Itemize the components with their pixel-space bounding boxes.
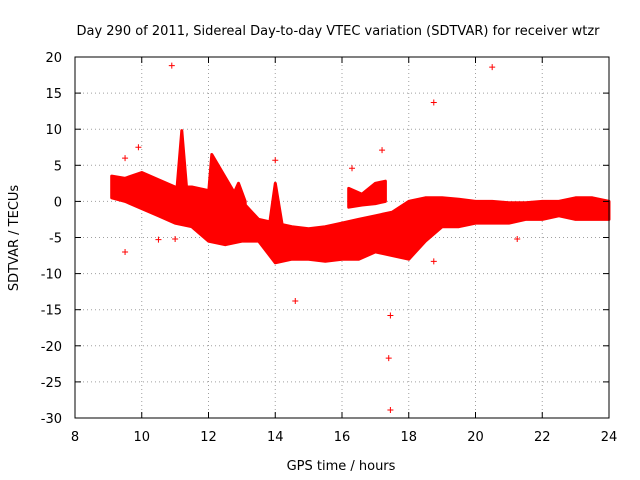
data-band-island-17 [347,179,387,209]
data-band-spike-13 [230,181,247,218]
y-tick-label: 20 [45,51,62,66]
outlier-point [155,236,162,243]
outlier-point [514,235,521,242]
data-band-spike-11 [175,129,189,211]
outlier-point [172,235,179,242]
outlier-point [122,155,129,162]
x-tick-label: 14 [267,430,284,445]
outlier-point [122,248,129,255]
x-tick-label: 18 [400,430,417,445]
outlier-point [272,157,279,164]
outlier-point [168,62,175,69]
x-axis-label: GPS time / hours [287,459,396,474]
outlier-point [430,258,437,265]
outlier-layer [122,62,521,414]
y-tick-label: -20 [41,340,62,355]
x-tick-label: 8 [71,430,79,445]
x-tick-label: 22 [534,430,551,445]
y-axis-label: SDTVAR / TECUs [7,185,22,292]
y-tick-label: 15 [45,87,62,102]
outlier-point [385,355,392,362]
tick-layer: 8 10 12 14 16 18 20 22 24 -30 -25 -20 -15 -10 -5 0 5 10 15… [41,51,618,445]
y-tick-label: -5 [49,232,62,247]
outlier-point [430,99,437,106]
outlier-point [135,144,142,151]
y-tick-label: -25 [41,376,62,391]
outlier-point [387,407,394,414]
y-tick-label: -30 [41,412,62,427]
outlier-point [292,298,299,305]
x-tick-label: 10 [133,430,150,445]
outlier-point [387,312,394,319]
outlier-point [349,165,356,172]
y-tick-label: 10 [45,123,62,138]
x-tick-label: 20 [467,430,484,445]
outlier-point [489,64,496,71]
y-tick-label: -10 [41,268,62,283]
chart-title: Day 290 of 2011, Sidereal Day-to-day VTE… [76,24,600,39]
x-tick-label: 24 [601,430,618,445]
y-tick-label: 5 [54,159,62,174]
data-band-spike-14 [268,181,284,239]
data-layer [110,129,611,265]
outlier-point [379,147,386,154]
y-tick-label: 0 [54,195,62,210]
y-tick-label: -15 [41,304,62,319]
x-tick-label: 16 [334,430,351,445]
x-tick-label: 12 [200,430,217,445]
